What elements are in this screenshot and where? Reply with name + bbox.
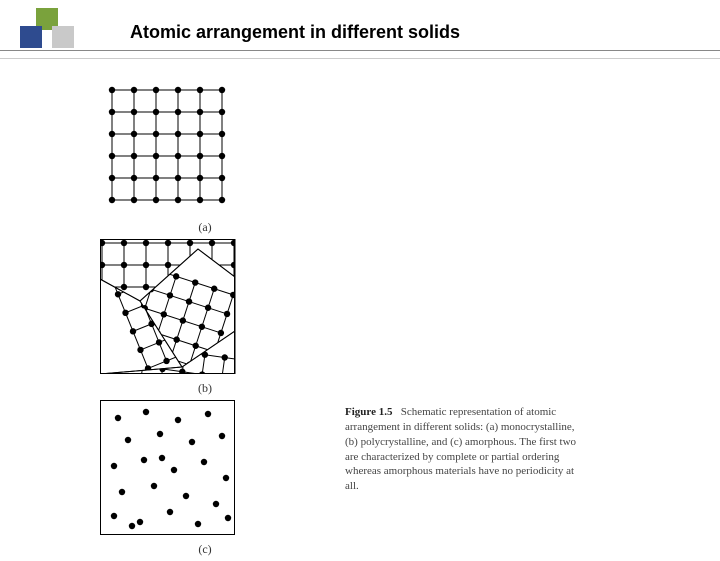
divider-thick: [0, 50, 720, 51]
panel-b-svg: [100, 239, 260, 374]
panel-b: (b): [100, 239, 310, 396]
decor-square-left: [20, 26, 42, 48]
panel-c-label: (c): [100, 542, 310, 557]
panel-a-label: (a): [100, 220, 310, 235]
panel-a: (a): [100, 78, 310, 235]
slide-title: Atomic arrangement in different solids: [130, 22, 460, 43]
divider-thin: [0, 58, 720, 59]
figure-caption: Figure 1.5 Schematic representation of a…: [345, 405, 590, 494]
decor-square-right: [52, 26, 74, 48]
caption-lead: Figure 1.5: [345, 406, 392, 418]
panel-c-svg: [100, 400, 260, 535]
panel-c: (c): [100, 400, 310, 557]
caption-body: Schematic representation of atomic arran…: [345, 406, 576, 492]
panel-b-label: (b): [100, 381, 310, 396]
panel-a-svg: [100, 78, 260, 213]
figure-column: (a) (b) (c): [100, 78, 310, 561]
slide-bullet-decor: [8, 8, 88, 62]
